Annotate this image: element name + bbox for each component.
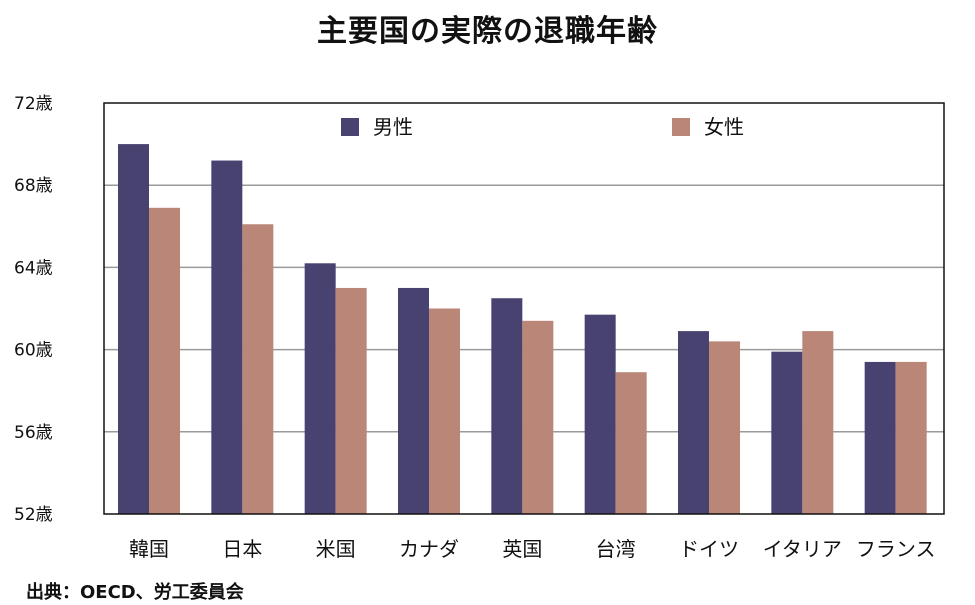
bar-female-0 [149,207,180,514]
bar-female-7 [802,331,834,514]
y-tick-label: 56歳 [14,423,53,443]
bar-female-5 [615,372,647,514]
bar-chart: 52歳 56歳 60歳 64歳 68歳 72歳 韓国 日本 米国 カナダ 英国 台湾 ドイツ イタリアフ… [14,94,945,561]
y-tick-label: 68歳 [14,176,53,196]
bar-male-8 [864,361,896,514]
x-tick-label: イタリア [763,537,842,561]
y-tick-labels: 52歳 56歳 60歳 64歳 68歳 72歳 [14,94,53,525]
y-tick-label: 52歳 [14,505,53,525]
bar-female-8 [895,361,927,514]
x-tick-label: カナダ [399,537,459,561]
x-tick-label: ドイツ [679,537,739,561]
bar-male-5 [584,314,616,514]
legend-label: 女性 [704,115,744,139]
bars [118,144,927,515]
bar-female-6 [709,341,740,514]
x-tick-label: 韓国 [129,537,169,561]
legend: 男性 女性 [341,115,744,139]
bar-female-3 [429,308,460,514]
x-tick-label: 日本 [222,537,262,561]
x-tick-label: 台湾 [596,537,636,561]
bar-female-2 [335,287,367,514]
chart-title: 主要国の実際の退職年齢 [317,14,658,49]
bar-male-2 [304,263,336,514]
bar-male-7 [771,351,803,514]
bar-male-0 [118,144,149,514]
bar-female-1 [242,224,274,514]
plot-frame [103,102,945,515]
bar-male-3 [398,287,429,514]
legend-label: 男性 [373,115,413,139]
bar-female-4 [522,320,554,514]
legend-swatch [672,118,690,136]
x-tick-label: 米国 [316,537,356,561]
bar-male-1 [211,160,243,515]
legend-swatch [341,118,359,136]
x-tick-label: フランス [856,537,936,561]
x-tick-label: 英国 [502,537,542,561]
y-tick-label: 72歳 [14,94,53,114]
y-tick-label: 60歳 [14,341,53,361]
source-note: 出典：OECD、労工委員会 [26,582,244,603]
bar-male-4 [491,298,523,514]
x-tick-labels: 韓国 日本 米国 カナダ 英国 台湾 ドイツ イタリア フランス [129,537,935,561]
y-tick-label: 64歳 [14,258,53,278]
bar-male-6 [678,331,709,514]
